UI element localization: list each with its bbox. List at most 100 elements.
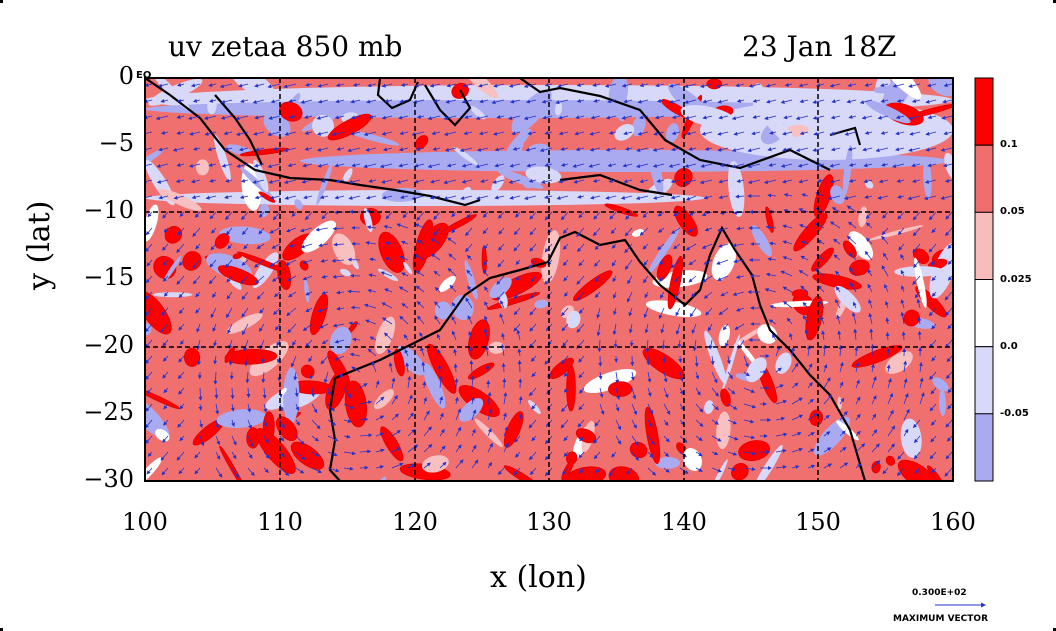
wind-vector [365, 147, 377, 152]
wind-vector [423, 410, 430, 421]
wind-vector [513, 291, 521, 300]
wind-vector [177, 419, 185, 428]
wind-vector [255, 147, 265, 152]
vorticity-blob [631, 115, 646, 137]
wind-vector [511, 131, 521, 136]
wind-vector [343, 419, 352, 423]
wind-vector [526, 163, 537, 168]
wind-vector [211, 227, 217, 234]
wind-vector [227, 323, 233, 335]
wind-vector [375, 465, 384, 469]
wind-vector [261, 355, 266, 364]
wind-vector [343, 387, 352, 399]
wind-vector [162, 243, 169, 251]
wind-vector [160, 323, 169, 333]
y-tick-label: −20 [83, 331, 134, 359]
wind-vector [496, 275, 505, 285]
wind-vector [407, 394, 413, 405]
wind-vector [407, 412, 414, 421]
wind-vector [327, 467, 340, 473]
wind-vector [335, 179, 345, 184]
wind-vector [269, 227, 281, 234]
wind-vector [563, 371, 569, 378]
wind-vector [231, 419, 235, 427]
wind-vector [192, 275, 201, 285]
wind-vector [530, 291, 537, 299]
wind-vector [429, 83, 441, 88]
vorticity-blob [332, 233, 356, 266]
wind-vector [401, 272, 409, 277]
wind-vector [195, 243, 201, 250]
wind-vector [288, 99, 297, 103]
wind-vector [332, 226, 345, 231]
wind-vector [513, 467, 521, 476]
vorticity-blob [182, 251, 202, 271]
x-tick-label: 100 [122, 508, 168, 536]
wind-vector [420, 346, 425, 357]
wind-vector [391, 413, 399, 421]
wind-vector [563, 387, 569, 393]
wind-vector [179, 435, 185, 442]
wind-vector [399, 315, 409, 325]
vorticity-blob [216, 409, 267, 429]
wind-vector [407, 428, 416, 437]
wind-vector [284, 131, 297, 136]
wind-vector [544, 195, 553, 199]
wind-vector [423, 396, 428, 405]
wind-vector [466, 255, 473, 261]
wind-vector [531, 371, 537, 378]
wind-vector [494, 195, 505, 200]
wind-vector [247, 451, 253, 459]
wind-vector [334, 195, 345, 200]
wind-vector [400, 82, 409, 87]
wind-vector [226, 307, 233, 319]
wind-vector [268, 115, 281, 120]
wind-vector [854, 346, 859, 357]
wind-vector [493, 131, 505, 136]
wind-vector [572, 163, 585, 168]
wind-vector [562, 467, 569, 475]
wind-vector [178, 259, 185, 267]
wind-vector [301, 179, 313, 184]
wind-vector [529, 323, 537, 332]
wind-vector [177, 371, 185, 380]
vorticity-blob [561, 459, 575, 481]
wind-vector [194, 467, 201, 475]
wind-vector [430, 179, 441, 184]
wind-vector [400, 240, 409, 245]
wind-vector [319, 195, 329, 200]
wind-vector [467, 285, 473, 293]
wind-vector [284, 195, 297, 200]
wind-vector [466, 269, 473, 277]
x-tick-label: 120 [392, 508, 438, 536]
wind-vector [178, 307, 185, 315]
wind-vector [275, 323, 281, 331]
wind-vector [321, 274, 329, 279]
wind-vector [434, 286, 441, 293]
wind-vector [228, 355, 233, 366]
wind-vector [434, 315, 441, 325]
wind-vector [162, 435, 169, 443]
wind-vector [267, 83, 281, 89]
wind-vector [367, 83, 377, 88]
wind-vector [263, 435, 269, 444]
wind-vector [497, 467, 505, 476]
wind-vector [163, 419, 169, 426]
wind-vector [263, 403, 268, 413]
wind-vector [483, 328, 489, 341]
wind-vector [304, 211, 313, 221]
wind-vector [247, 435, 254, 448]
wind-vector [407, 375, 412, 389]
wind-vector [303, 195, 313, 200]
wind-vector [433, 98, 441, 103]
vorticity-blob [347, 130, 400, 146]
wind-vector [471, 459, 479, 469]
wind-vector [375, 396, 385, 405]
wind-vector [208, 275, 217, 285]
wind-vector [311, 403, 318, 414]
vorticity-blob [836, 420, 859, 441]
wind-vector [320, 258, 329, 263]
wind-vector [478, 131, 489, 136]
wind-vector [561, 323, 569, 332]
